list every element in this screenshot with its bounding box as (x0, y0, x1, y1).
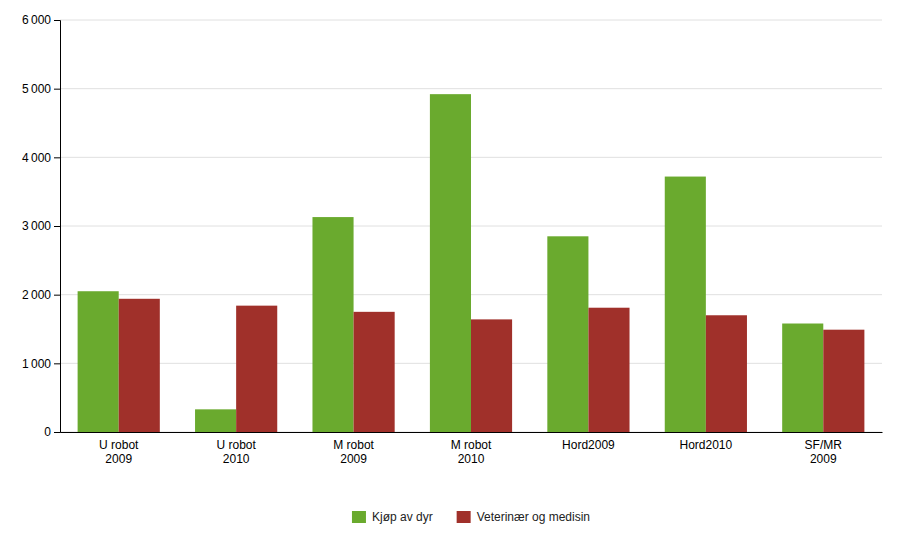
x-tick-label-line: 2009 (340, 452, 367, 466)
x-tick-label-line: U robot (99, 438, 139, 452)
y-tick: 6 000 (22, 13, 60, 27)
bar (195, 409, 236, 432)
bar-series (119, 299, 865, 432)
y-tick-mark (54, 363, 60, 364)
bar (119, 299, 160, 432)
y-tick-mark (54, 226, 60, 227)
x-tick-label-line: 2009 (105, 452, 132, 466)
x-tick-label: M robot2010 (451, 438, 492, 466)
x-tick-label-line: Hord2009 (562, 438, 615, 452)
y-tick-mark (54, 432, 60, 433)
bar (312, 217, 353, 432)
bar (782, 324, 823, 432)
x-axis: U robot2009U robot2010M robot2009M robot… (61, 433, 883, 466)
x-tick-label: U robot2009 (99, 438, 139, 466)
legend-item: Kjøp av dyr (352, 510, 433, 524)
bar (547, 236, 588, 432)
legend-item: Veterinær og medisin (457, 510, 590, 524)
legend-swatch (352, 511, 366, 523)
x-tick: M robot2009 (333, 438, 374, 466)
y-tick-mark (54, 89, 60, 90)
legend-label: Kjøp av dyr (372, 510, 433, 524)
x-tick-label-line: 2010 (223, 452, 250, 466)
bar (78, 291, 119, 432)
y-tick-mark (54, 295, 60, 296)
x-tick: M robot2010 (451, 438, 492, 466)
x-tick-label: U robot2010 (216, 438, 256, 466)
y-tick-label: 3 000 (22, 219, 51, 233)
y-axis: 0 1 000 2 000 3 000 4 000 5 000 6 000 (22, 13, 61, 439)
x-tick: U robot2010 (216, 438, 256, 466)
y-tick-label: 4 000 (22, 151, 51, 165)
bars (78, 94, 865, 432)
x-tick-label-line: 2010 (458, 452, 485, 466)
y-tick-label: 6 000 (22, 13, 51, 27)
legend-swatch (457, 511, 471, 523)
y-tick-label: 1 000 (22, 357, 51, 371)
bar (823, 330, 864, 432)
x-tick-label-line: M robot (333, 438, 374, 452)
x-tick: Hord2010 (679, 438, 732, 452)
grid-line (60, 20, 882, 21)
y-tick: 0 (44, 425, 60, 439)
x-tick-label: Hord2010 (679, 438, 732, 452)
bar (354, 312, 395, 432)
x-tick-label-line: Hord2010 (679, 438, 732, 452)
x-tick: SF/MR2009 (805, 438, 843, 466)
grid (60, 20, 882, 432)
x-tick-label-line: SF/MR (805, 438, 843, 452)
x-tick: Hord2009 (562, 438, 615, 452)
y-tick-label: 5 000 (22, 82, 51, 96)
x-tick-label: M robot2009 (333, 438, 374, 466)
y-tick-mark (54, 157, 60, 158)
grid-line (60, 88, 882, 89)
legend: Kjøp av dyr Veterinær og medisin (352, 510, 590, 524)
x-axis-line (61, 432, 883, 433)
x-tick-label-line: 2009 (810, 452, 837, 466)
x-tick-label-line: M robot (451, 438, 492, 452)
bar (665, 177, 706, 432)
x-tick-label-line: U robot (216, 438, 256, 452)
bar (706, 315, 747, 432)
bar (588, 308, 629, 432)
y-tick-mark (54, 20, 60, 21)
x-tick-label: SF/MR2009 (805, 438, 843, 466)
chart: 01 0002 0003 0004 0005 0006 000U robot20… (0, 0, 902, 542)
bar-series (78, 94, 824, 432)
y-tick-label: 2 000 (22, 288, 51, 302)
y-axis-line (54, 21, 61, 433)
y-tick: 1 000 (22, 357, 60, 371)
x-tick-label: Hord2009 (562, 438, 615, 452)
x-tick: U robot2009 (99, 438, 139, 466)
bar (471, 319, 512, 432)
y-tick: 5 000 (22, 82, 60, 96)
plot: 01 0002 0003 0004 0005 0006 000U robot20… (22, 13, 883, 466)
bar (236, 306, 277, 432)
y-tick: 3 000 (22, 219, 60, 233)
legend-label: Veterinær og medisin (477, 510, 590, 524)
y-tick-label: 0 (44, 425, 51, 439)
y-tick: 2 000 (22, 288, 60, 302)
bar (430, 94, 471, 432)
y-tick: 4 000 (22, 151, 60, 165)
